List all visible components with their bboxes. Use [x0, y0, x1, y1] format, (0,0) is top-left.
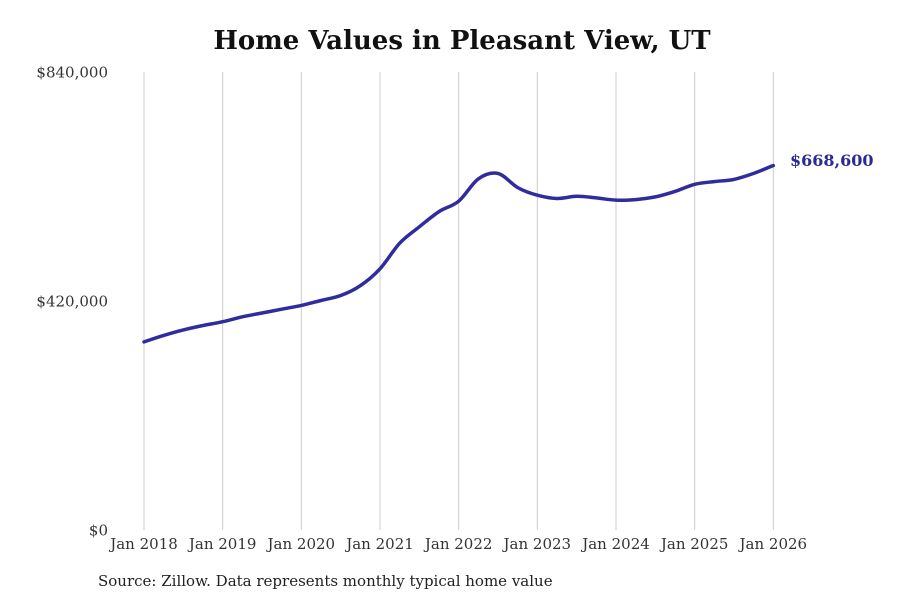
y-tick-label: $840,000: [36, 64, 108, 82]
source-note: Source: Zillow. Data represents monthly …: [98, 572, 553, 590]
x-tick-label: Jan 2024: [580, 535, 650, 553]
x-tick-label: Jan 2021: [344, 535, 414, 553]
y-tick-label: $0: [89, 522, 108, 540]
x-tick-label: Jan 2020: [266, 535, 336, 553]
x-tick-label: Jan 2025: [659, 535, 729, 553]
x-tick-label: Jan 2023: [502, 535, 572, 553]
x-tick-label: Jan 2022: [423, 535, 493, 553]
x-tick-label: Jan 2026: [738, 535, 808, 553]
end-value-label: $668,600: [790, 151, 874, 170]
home-value-line: [142, 163, 776, 344]
chart-title: Home Values in Pleasant View, UT: [213, 26, 711, 56]
x-tick-label: Jan 2018: [108, 535, 178, 553]
x-tick-label: Jan 2019: [187, 535, 257, 553]
y-tick-label: $420,000: [36, 293, 108, 311]
